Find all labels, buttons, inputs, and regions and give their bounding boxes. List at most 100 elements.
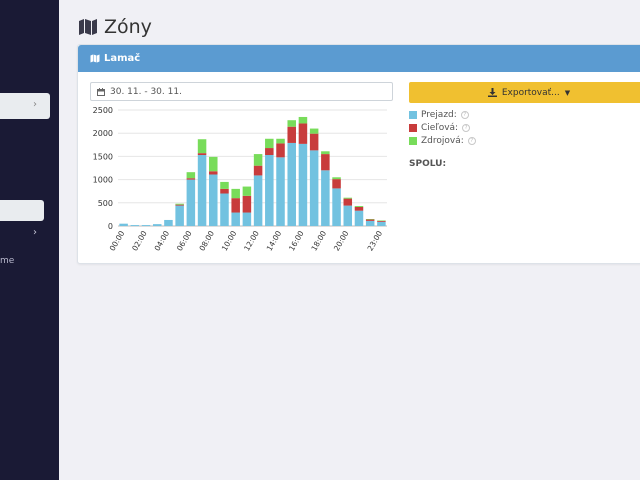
- bar-segment: [209, 174, 218, 226]
- bar-segment: [265, 138, 274, 149]
- caret-down-icon: ▼: [564, 88, 571, 97]
- legend: Prejazd: ? Cieľová: ? Zdrojová: ?: [409, 108, 476, 147]
- bar-segment: [209, 156, 218, 172]
- bar-segment: [231, 188, 240, 199]
- sidebar-item-label[interactable]: me: [0, 256, 15, 266]
- sidebar: › › me: [0, 0, 59, 480]
- bar-segment: [197, 139, 207, 154]
- bar-segment: [231, 212, 240, 226]
- y-tick-label: 1000: [93, 176, 113, 185]
- bar-segment: [242, 186, 252, 196]
- help-icon[interactable]: ?: [467, 136, 476, 145]
- bar-segment: [242, 195, 252, 213]
- x-tick-label: 04:00: [153, 229, 172, 252]
- bar-segment: [253, 175, 263, 226]
- bar-segment: [343, 198, 353, 206]
- y-tick-label: 2500: [93, 106, 113, 115]
- bar-segment: [354, 206, 364, 211]
- bar-segment: [287, 120, 296, 127]
- bar-segment: [152, 224, 162, 226]
- legend-swatch: [409, 123, 417, 132]
- bar-segment: [276, 138, 285, 144]
- bar-segment: [354, 206, 364, 207]
- bar-segment: [141, 225, 151, 226]
- bar-segment: [287, 142, 296, 226]
- page-title: Zóny: [78, 14, 152, 40]
- bar-segment: [220, 181, 229, 189]
- x-tick-label: 00:00: [108, 229, 127, 252]
- x-tick-label: 18:00: [309, 229, 328, 252]
- bar-segment: [365, 220, 375, 226]
- x-tick-label: 14:00: [265, 229, 284, 252]
- calendar-icon: [97, 87, 105, 96]
- map-icon: [90, 54, 100, 63]
- bar-segment: [276, 157, 285, 226]
- sidebar-item-active[interactable]: [0, 93, 50, 119]
- legend-item: Cieľová: ?: [409, 121, 476, 134]
- bar-segment: [332, 188, 341, 226]
- x-tick-label: 02:00: [130, 229, 149, 252]
- date-range-input[interactable]: 30. 11. - 30. 11.: [90, 82, 393, 101]
- y-tick-label: 1500: [93, 152, 113, 161]
- bar-segment: [220, 188, 229, 194]
- bar-segment: [377, 220, 386, 222]
- legend-label: Zdrojová:: [421, 135, 464, 146]
- bar-segment: [175, 204, 184, 206]
- help-icon[interactable]: ?: [460, 110, 469, 119]
- legend-swatch: [409, 136, 417, 145]
- x-tick-label: 16:00: [287, 229, 306, 252]
- traffic-chart: 0 500 1000 1500 2000 2500 00:00 02:00 04:00 06:00…: [93, 106, 387, 252]
- y-tick-label: 500: [98, 199, 113, 208]
- bar-segment: [186, 179, 196, 226]
- legend-label: Cieľová:: [421, 122, 459, 133]
- bar-segment: [265, 148, 274, 156]
- bar-segment: [365, 219, 375, 220]
- legend-label: Prejazd:: [421, 109, 457, 120]
- legend-item: Zdrojová: ?: [409, 134, 476, 147]
- bar-segment: [321, 151, 330, 155]
- map-icon: [79, 19, 97, 35]
- bar-segment: [309, 133, 319, 151]
- bar-segment: [197, 155, 207, 226]
- bar-segment: [253, 165, 263, 176]
- bar-segment: [209, 171, 218, 175]
- bar-segment: [377, 221, 386, 226]
- panel-header: Lamač: [78, 45, 640, 72]
- sidebar-item-selected[interactable]: [0, 200, 44, 221]
- download-icon: [487, 88, 497, 97]
- export-label: Exportovať...: [501, 87, 560, 98]
- x-tick-label: 20:00: [332, 229, 351, 252]
- bar-segment: [309, 150, 319, 226]
- bar-segment: [298, 116, 308, 124]
- bar-segment: [253, 154, 263, 166]
- bar-segment: [220, 193, 229, 226]
- chevron-right-icon[interactable]: ›: [33, 227, 37, 238]
- bar-segment: [186, 172, 196, 179]
- bar-segment: [130, 225, 140, 226]
- bar-segment: [354, 210, 364, 226]
- bar-segment: [175, 203, 184, 205]
- bar-segment: [186, 178, 196, 180]
- bar-segment: [343, 197, 353, 199]
- bar-segment: [197, 153, 207, 156]
- bar-segment: [298, 123, 308, 144]
- bar-segment: [309, 128, 319, 134]
- bar-segment: [332, 177, 341, 180]
- y-tick-label: 2000: [93, 129, 113, 138]
- page-title-text: Zóny: [104, 16, 152, 38]
- x-tick-label: 12:00: [242, 229, 261, 252]
- y-tick-label: 0: [108, 222, 113, 231]
- legend-item: Prejazd: ?: [409, 108, 476, 121]
- export-button[interactable]: Exportovať... ▼: [409, 82, 640, 103]
- chevron-right-icon: ›: [33, 99, 37, 110]
- bar-segment: [265, 155, 274, 226]
- bar-segment: [321, 154, 330, 171]
- x-tick-label: 06:00: [175, 229, 194, 252]
- bar-segment: [242, 212, 252, 226]
- bar-segment: [164, 219, 173, 226]
- bar-segment: [276, 143, 285, 158]
- bar-segment: [332, 179, 341, 189]
- help-icon[interactable]: ?: [462, 123, 471, 132]
- bar-segment: [377, 220, 386, 221]
- x-tick-label: 08:00: [197, 229, 216, 252]
